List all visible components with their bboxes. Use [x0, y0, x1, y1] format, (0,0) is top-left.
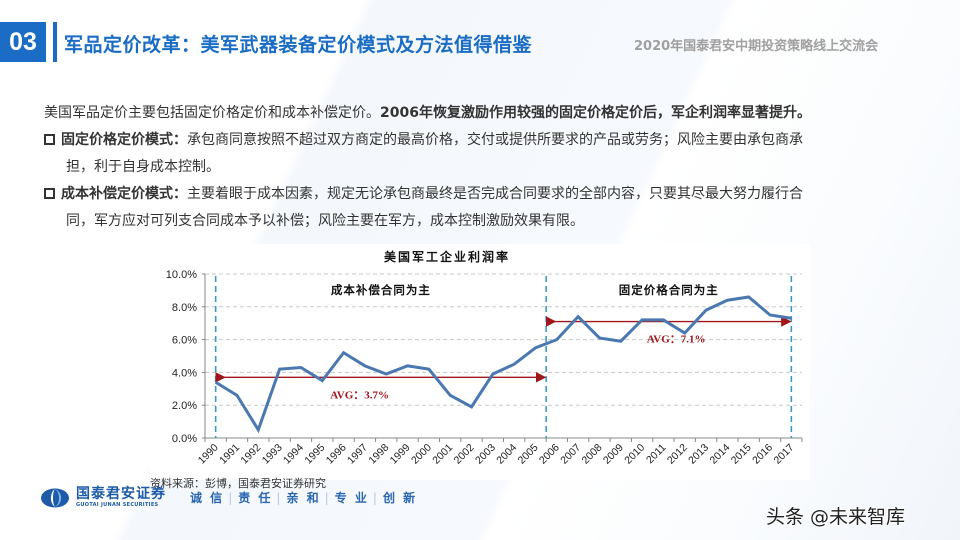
source-note: 资料来源：彭博，国泰君安证券研究	[150, 477, 326, 490]
svg-text:1998: 1998	[366, 442, 391, 467]
svg-text:1996: 1996	[324, 442, 349, 467]
svg-text:2012: 2012	[665, 442, 690, 467]
svg-text:2008: 2008	[580, 442, 605, 467]
svg-text:美国军工企业利润率: 美国军工企业利润率	[384, 249, 510, 264]
svg-text:2014: 2014	[707, 442, 732, 467]
svg-text:固定价格合同为主: 固定价格合同为主	[619, 283, 719, 297]
profit-margin-chart: 美国军工企业利润率 0.0% 2.0% 4.0% 6.0% 8.0% 10.0% 1990 19…	[150, 244, 810, 480]
company-logo: 国泰君安证券 GUOTAI JUNAN SECURITIES	[40, 487, 166, 508]
svg-text:2009: 2009	[601, 442, 626, 467]
line-chart-svg: 美国军工企业利润率0.0%2.0%4.0%6.0%8.0%10.0%199019…	[166, 249, 803, 467]
svg-text:2003: 2003	[473, 442, 498, 467]
intro-normal-text: 美国军品定价主要包括固定价格定价和成本补偿定价。	[44, 105, 380, 121]
svg-text:10.0%: 10.0%	[166, 269, 197, 281]
svg-text:2001: 2001	[430, 442, 455, 467]
logo-english-name: GUOTAI JUNAN SECURITIES	[76, 502, 159, 508]
square-bullet-icon	[44, 134, 55, 145]
watermark: 头条 @未来智库	[766, 506, 906, 528]
section-number-badge: 03	[0, 22, 46, 62]
motto-item: 诚 信	[190, 491, 225, 505]
svg-text:1997: 1997	[345, 442, 370, 467]
motto-divider: |	[228, 490, 235, 505]
svg-text:1990: 1990	[196, 442, 221, 467]
svg-text:0.0%: 0.0%	[172, 433, 197, 445]
svg-text:1991: 1991	[217, 442, 242, 467]
bullet-text: 承包商同意按照不超过双方商定的最高价格，交付或提供所要求的产品或劳务；风险主要由…	[187, 132, 803, 148]
intro-line: 美国军品定价主要包括固定价格定价和成本补偿定价。2006年恢复激励作用较强的固定…	[44, 100, 924, 127]
motto-divider: |	[372, 490, 379, 505]
square-bullet-icon	[44, 188, 55, 199]
page-title: 军品定价改革：美军武器装备定价模式及方法值得借鉴	[64, 34, 533, 56]
bullet-label: 成本补偿定价模式：	[61, 186, 187, 202]
bullet-label: 固定价格定价模式：	[61, 132, 187, 148]
bullet-continuation: 担，利于自身成本控制。	[66, 159, 220, 175]
svg-text:6.0%: 6.0%	[172, 335, 197, 347]
svg-text:AVG：7.1%: AVG：7.1%	[647, 334, 706, 346]
svg-text:8.0%: 8.0%	[172, 302, 197, 314]
svg-text:1995: 1995	[302, 442, 327, 467]
motto-item: 责 任	[238, 491, 273, 505]
svg-text:2016: 2016	[750, 442, 775, 467]
svg-text:2011: 2011	[644, 442, 669, 467]
svg-text:2005: 2005	[516, 442, 541, 467]
bullet-continuation: 同，军方应对可列支合同成本予以补偿；风险主要在军方，成本控制激励效果有限。	[66, 213, 584, 229]
svg-text:1993: 1993	[260, 442, 285, 467]
bullet-cost-plus: 成本补偿定价模式：主要着眼于成本因素，规定无论承包商最终是否完成合同要求的全部内…	[44, 181, 924, 208]
svg-text:4.0%: 4.0%	[172, 367, 197, 379]
svg-text:2010: 2010	[622, 442, 647, 467]
body-text: 美国军品定价主要包括固定价格定价和成本补偿定价。2006年恢复激励作用较强的固定…	[44, 100, 924, 235]
motto-item: 专 业	[334, 491, 369, 505]
logo-emblem-icon	[40, 488, 70, 508]
svg-text:2000: 2000	[409, 442, 434, 467]
svg-text:1999: 1999	[388, 442, 413, 467]
motto-divider: |	[276, 490, 283, 505]
svg-text:2015: 2015	[729, 442, 754, 467]
svg-text:1992: 1992	[238, 442, 263, 467]
svg-text:成本补偿合同为主: 成本补偿合同为主	[331, 283, 431, 297]
svg-text:2004: 2004	[494, 442, 519, 467]
bullet-fixed-price: 固定价格定价模式：承包商同意按照不超过双方商定的最高价格，交付或提供所要求的产品…	[44, 127, 924, 154]
svg-text:2006: 2006	[537, 442, 562, 467]
motto-item: 亲 和	[286, 491, 321, 505]
bullet-text: 主要着眼于成本因素，规定无论承包商最终是否完成合同要求的全部内容，只要其尽最大努…	[187, 186, 803, 202]
motto-divider: |	[324, 490, 331, 505]
svg-text:2007: 2007	[558, 442, 583, 467]
svg-text:AVG：3.7%: AVG：3.7%	[330, 389, 389, 401]
intro-bold-text: 2006年恢复激励作用较强的固定价格定价后，军企利润率显著提升。	[380, 105, 811, 121]
title-accent-bar	[53, 22, 57, 62]
svg-text:2017: 2017	[771, 442, 796, 467]
conference-title: 2020年国泰君安中期投资策略线上交流会	[634, 39, 879, 54]
svg-text:1994: 1994	[281, 442, 306, 467]
company-motto: 诚 信 | 责 任 | 亲 和 | 专 业 | 创 新	[190, 489, 417, 506]
motto-item: 创 新	[382, 491, 418, 505]
svg-text:2002: 2002	[452, 442, 477, 467]
slide-header: 03 军品定价改革：美军武器装备定价模式及方法值得借鉴 2020年国泰君安中期投…	[0, 0, 960, 80]
svg-text:2013: 2013	[686, 442, 711, 467]
logo-chinese-name: 国泰君安证券	[76, 486, 166, 502]
svg-text:2.0%: 2.0%	[172, 400, 197, 412]
